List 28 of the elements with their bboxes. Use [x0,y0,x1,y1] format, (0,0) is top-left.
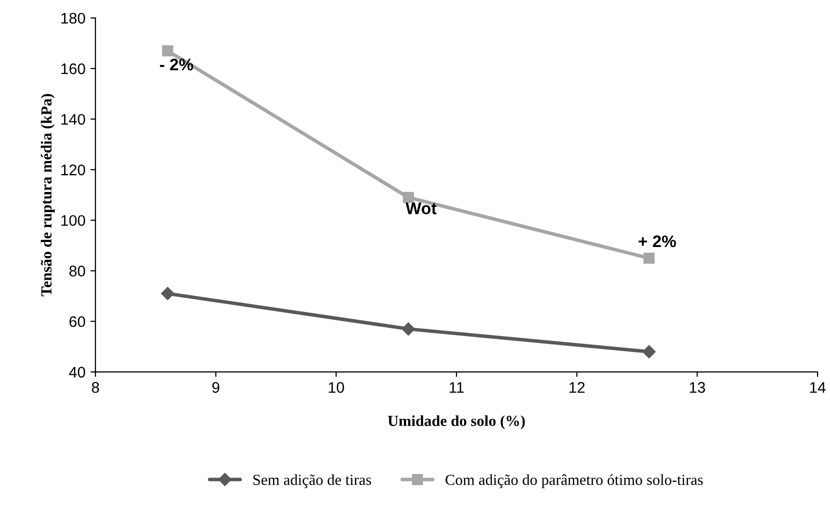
point [161,286,174,300]
annotation: + 2% [638,235,676,248]
x-tick-label: 13 [690,382,706,393]
y-tick-label: 80 [69,266,86,276]
x-tick-label: 11 [450,382,464,393]
legend-label: Sem adição de tiras [253,474,372,488]
y-tick-label: 180 [61,12,86,24]
x-axis-title: Umidade do solo (%) [388,415,525,430]
x-tick-label: 12 [570,382,585,393]
point [162,45,174,56]
point [402,192,414,204]
y-axis-title: Tensão de ruptura média (kPa) [40,94,55,296]
x-tick-label: 10 [328,382,344,393]
y-tick-label: 40 [69,366,86,378]
annotation: Wot [406,202,437,214]
point [402,322,415,336]
x-tick-label: 9 [212,382,220,393]
y-tick-label: 120 [61,164,86,176]
y-tick-label: 100 [61,215,86,226]
x-tick-label: 8 [92,382,100,393]
x-tick-label: 14 [810,382,826,393]
y-tick-label: 60 [70,316,86,328]
point [642,345,656,358]
y-tick-label: 160 [61,63,86,74]
y-tick-label: 140 [61,114,86,125]
point [644,252,655,264]
annotation: - 2% [160,58,194,70]
legend-label: Com adição do parâmetro ótimo solo-tiras [446,474,703,488]
